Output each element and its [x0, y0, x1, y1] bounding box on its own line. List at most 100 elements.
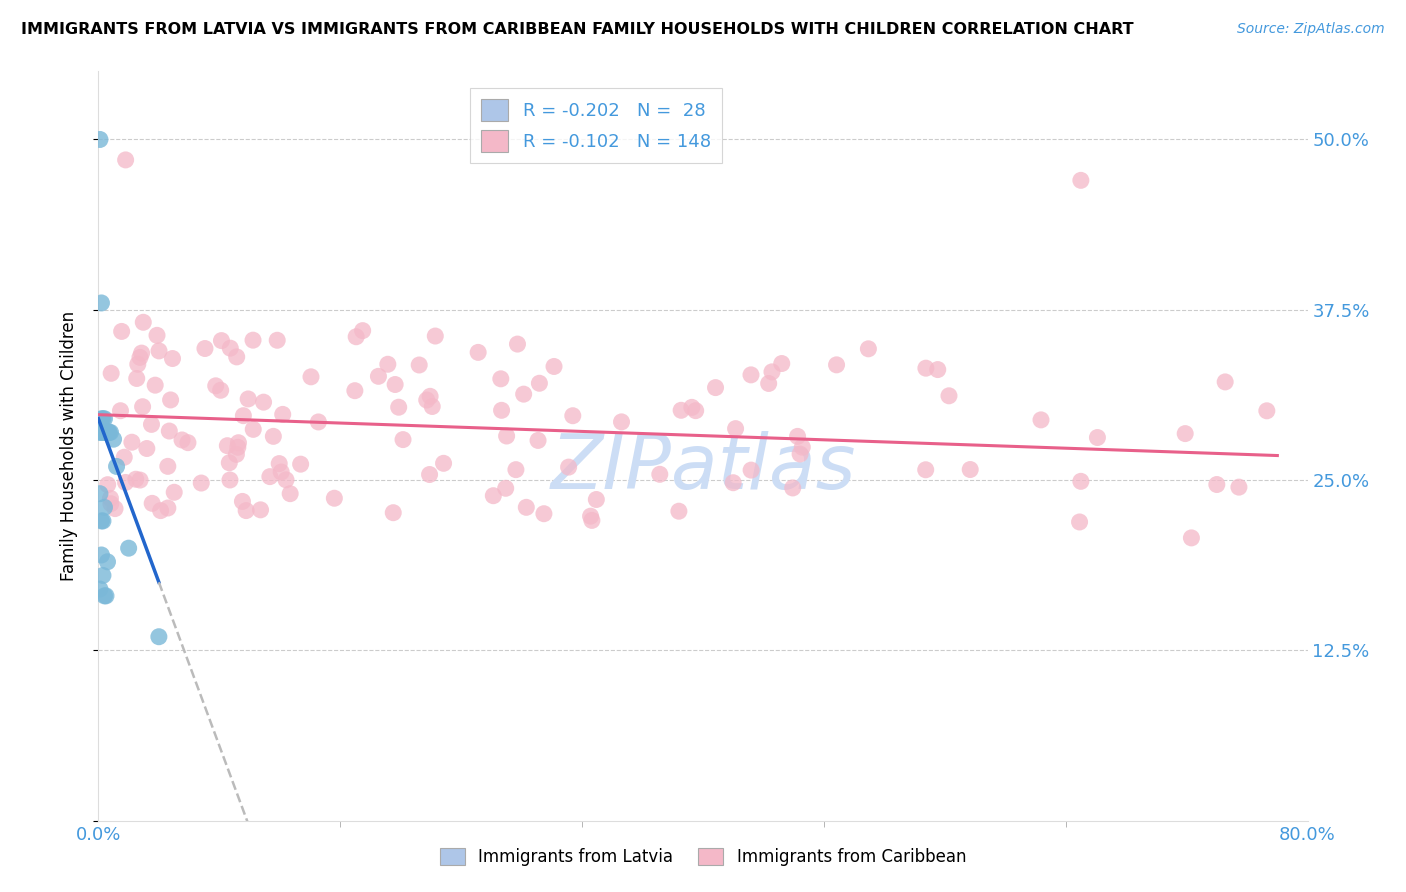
Point — [914, 463, 936, 477]
Point — [129, 473, 152, 487]
Point — [105, 459, 128, 474]
Point — [135, 442, 157, 456]
Point — [170, 433, 193, 447]
Point — [217, 439, 239, 453]
Point — [581, 513, 603, 527]
Point — [419, 389, 441, 403]
Point — [271, 408, 294, 422]
Point — [112, 450, 135, 465]
Point — [382, 506, 405, 520]
Point — [758, 376, 780, 391]
Point — [111, 325, 134, 339]
Point — [148, 630, 170, 644]
Point — [1070, 173, 1092, 187]
Point — [127, 357, 149, 371]
Legend: Immigrants from Latvia, Immigrants from Caribbean: Immigrants from Latvia, Immigrants from … — [432, 840, 974, 875]
Point — [721, 475, 744, 490]
Point — [262, 429, 284, 443]
Point — [1227, 480, 1250, 494]
Point — [527, 434, 550, 448]
Point — [252, 395, 274, 409]
Point — [515, 500, 537, 515]
Point — [467, 345, 489, 359]
Point — [97, 477, 120, 491]
Point — [219, 341, 242, 355]
Point — [90, 514, 112, 528]
Point — [141, 496, 163, 510]
Point — [96, 555, 118, 569]
Point — [96, 425, 118, 440]
Point — [278, 486, 301, 500]
Point — [93, 411, 115, 425]
Point — [156, 501, 179, 516]
Point — [495, 429, 517, 443]
Text: ZIPatlas: ZIPatlas — [550, 432, 856, 506]
Point — [1029, 413, 1052, 427]
Point — [131, 346, 153, 360]
Point — [190, 476, 212, 491]
Point — [225, 350, 247, 364]
Point — [91, 411, 114, 425]
Point — [1070, 475, 1092, 489]
Point — [432, 456, 454, 470]
Point — [90, 425, 112, 440]
Point — [388, 401, 411, 415]
Point — [858, 342, 880, 356]
Point — [103, 432, 125, 446]
Point — [204, 379, 226, 393]
Point — [770, 357, 793, 371]
Point — [761, 365, 783, 379]
Point — [209, 384, 232, 398]
Point — [704, 381, 727, 395]
Point — [235, 503, 257, 517]
Point — [557, 460, 579, 475]
Text: IMMIGRANTS FROM LATVIA VS IMMIGRANTS FROM CARIBBEAN FAMILY HOUSEHOLDS WITH CHILD: IMMIGRANTS FROM LATVIA VS IMMIGRANTS FRO… — [21, 22, 1133, 37]
Point — [1069, 515, 1091, 529]
Point — [163, 485, 186, 500]
Point — [352, 324, 374, 338]
Point — [225, 447, 247, 461]
Point — [90, 296, 112, 310]
Point — [1174, 426, 1197, 441]
Point — [89, 425, 111, 440]
Point — [94, 589, 117, 603]
Point — [177, 435, 200, 450]
Point — [740, 463, 762, 477]
Point — [100, 497, 122, 511]
Point — [408, 358, 430, 372]
Point — [266, 333, 288, 347]
Point — [156, 459, 179, 474]
Point — [118, 541, 141, 556]
Point — [219, 473, 242, 487]
Y-axis label: Family Households with Children: Family Households with Children — [59, 311, 77, 581]
Point — [104, 501, 127, 516]
Point — [1087, 430, 1109, 444]
Point — [529, 376, 551, 391]
Point — [274, 473, 297, 487]
Point — [533, 507, 555, 521]
Point — [685, 403, 707, 417]
Point — [231, 494, 253, 508]
Point — [270, 465, 292, 479]
Point — [238, 392, 260, 406]
Point — [90, 548, 112, 562]
Point — [669, 403, 692, 417]
Point — [143, 378, 166, 392]
Point — [148, 343, 170, 358]
Point — [1256, 404, 1278, 418]
Point — [211, 334, 233, 348]
Point — [89, 582, 111, 596]
Point — [141, 417, 163, 432]
Point — [93, 589, 115, 603]
Point — [91, 425, 114, 440]
Point — [610, 415, 633, 429]
Point — [162, 351, 184, 366]
Point — [110, 403, 132, 417]
Point — [681, 401, 703, 415]
Point — [242, 422, 264, 436]
Point — [249, 503, 271, 517]
Point — [91, 514, 114, 528]
Point — [94, 425, 117, 440]
Point — [242, 333, 264, 347]
Point — [740, 368, 762, 382]
